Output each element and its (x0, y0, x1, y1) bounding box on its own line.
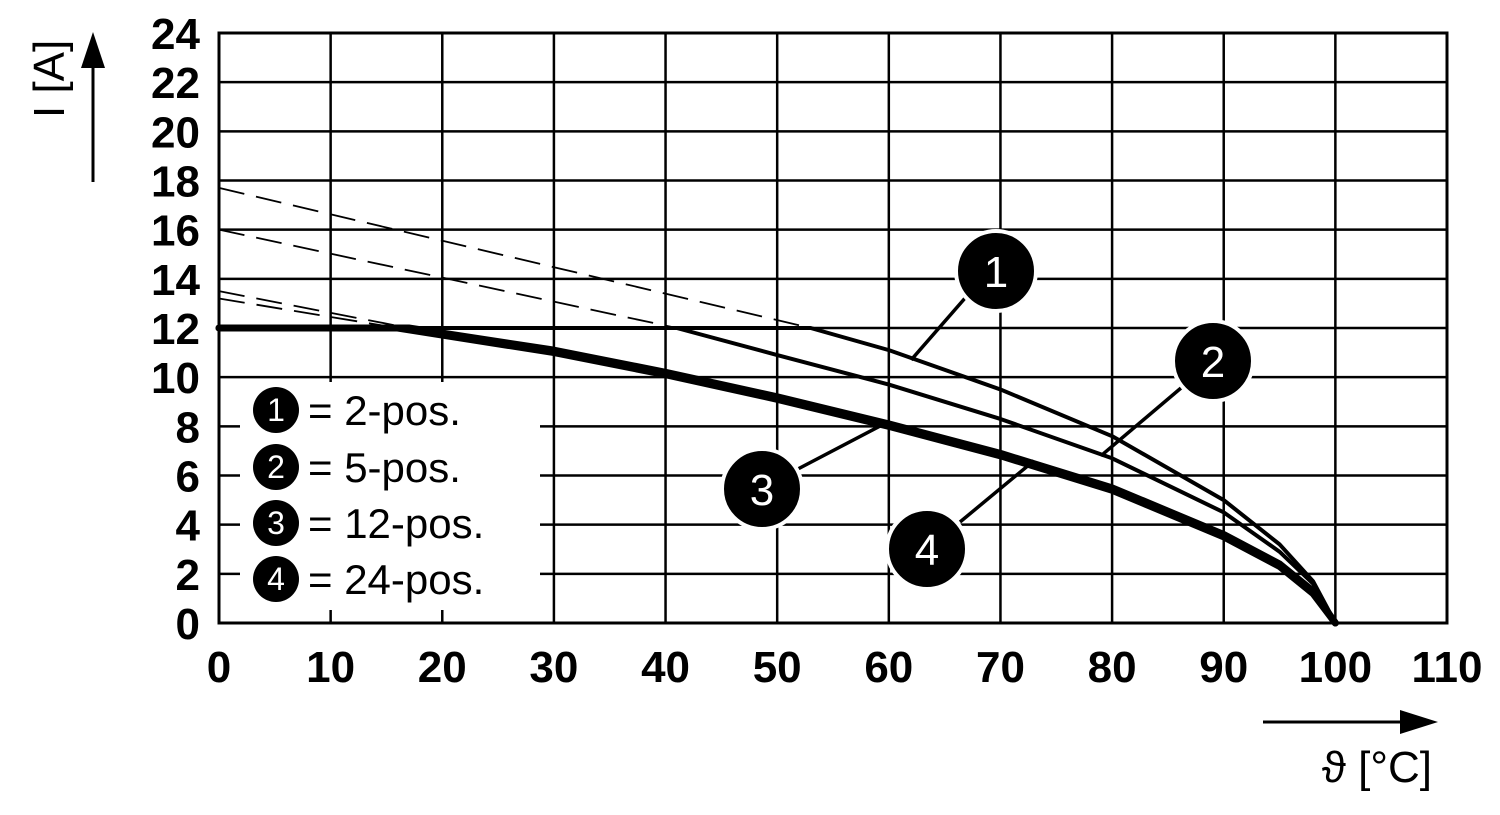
y-tick-14: 14 (151, 256, 200, 305)
callout-leader-3 (795, 419, 890, 472)
series-lines (215, 324, 1339, 627)
series-line-2 (217, 326, 1338, 625)
plot-frame (217, 31, 1449, 625)
callout-label-4: 4 (915, 526, 939, 575)
x-tick-60: 60 (864, 643, 913, 692)
callout-marker-2 (1171, 319, 1255, 403)
callout-label-3: 3 (750, 466, 774, 515)
legend: 1 = 2-pos. 2 = 5-pos. 3 = 12-pos. 4 = 24-pos. (240, 382, 540, 610)
x-tick-100: 100 (1299, 643, 1372, 692)
y-tick-8: 8 (176, 403, 200, 452)
x-axis-label-group: ϑ [°C] (1263, 710, 1438, 792)
callout-label-1: 1 (984, 248, 1008, 297)
callout-leader-1 (909, 295, 968, 362)
legend-marker-label-3: 3 (267, 505, 285, 541)
extrapolation-lines (218, 186, 811, 329)
legend-entry-4: = 24-pos. (308, 556, 484, 603)
x-axis-arrow-head (1400, 710, 1438, 734)
y-axis-arrow-head (81, 32, 105, 68)
y-axis-label-group: I [A] (25, 32, 105, 182)
callout-marker-1 (954, 229, 1038, 313)
plot-border (217, 31, 1449, 625)
x-tick-30: 30 (529, 643, 578, 692)
y-tick-24: 24 (151, 10, 200, 59)
callout-leader-2 (1099, 386, 1183, 458)
series-line-4 (215, 324, 1339, 627)
legend-marker-2 (253, 444, 299, 490)
y-tick-20: 20 (151, 108, 200, 157)
x-axis-label: ϑ [°C] (1322, 743, 1432, 792)
callout-label-2: 2 (1201, 338, 1225, 387)
legend-marker-label-4: 4 (267, 561, 285, 597)
extrapolation-line-3 (218, 290, 409, 329)
callout-marker-3 (720, 447, 804, 531)
callout-leader-4 (958, 459, 1036, 524)
x-tick-40: 40 (641, 643, 690, 692)
legend-entry-3: = 12-pos. (308, 500, 484, 547)
legend-marker-1 (253, 387, 299, 433)
callouts: 1 2 3 4 (720, 229, 1255, 591)
extrapolation-line-2 (218, 228, 677, 329)
callout-marker-4 (885, 507, 969, 591)
x-tick-90: 90 (1199, 643, 1248, 692)
legend-marker-label-2: 2 (267, 449, 285, 485)
y-tick-6: 6 (176, 453, 200, 502)
x-tick-labels: 0 10 20 30 40 50 60 70 80 90 100 110 (207, 643, 1483, 692)
x-tick-50: 50 (753, 643, 802, 692)
x-tick-80: 80 (1088, 643, 1137, 692)
y-tick-4: 4 (176, 502, 201, 551)
legend-marker-3 (253, 500, 299, 546)
extrapolation-line-4 (218, 297, 398, 329)
x-tick-10: 10 (306, 643, 355, 692)
x-tick-20: 20 (418, 643, 467, 692)
extrapolation-line-1 (218, 186, 811, 329)
legend-entry-2: = 5-pos. (308, 444, 461, 491)
y-axis-label: I [A] (25, 40, 74, 118)
y-tick-10: 10 (151, 354, 200, 403)
legend-marker-label-1: 1 (267, 392, 285, 428)
y-tick-18: 18 (151, 158, 200, 207)
y-tick-2: 2 (176, 551, 200, 600)
y-tick-22: 22 (151, 59, 200, 108)
legend-marker-4 (253, 556, 299, 602)
series-line-1 (217, 326, 1338, 625)
x-tick-0: 0 (207, 643, 231, 692)
y-tick-0: 0 (176, 600, 200, 649)
x-tick-110: 110 (1412, 643, 1483, 692)
y-tick-12: 12 (151, 305, 200, 354)
x-tick-70: 70 (976, 643, 1025, 692)
legend-entry-1: = 2-pos. (308, 387, 461, 434)
y-tick-16: 16 (151, 207, 200, 256)
